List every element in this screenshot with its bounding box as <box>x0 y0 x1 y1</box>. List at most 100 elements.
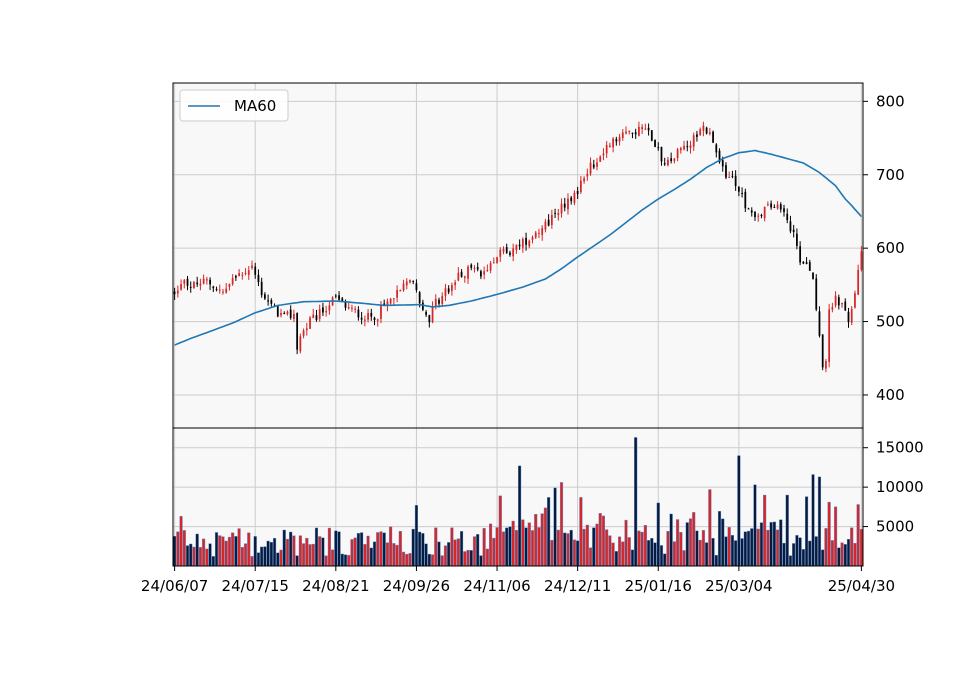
volume-bar <box>563 532 567 567</box>
volume-bar <box>437 541 441 567</box>
candle-body <box>176 290 179 294</box>
candle-body <box>415 283 418 291</box>
price-tick-label: 800 <box>876 92 905 110</box>
candle-body <box>322 307 324 313</box>
candle-body <box>741 192 743 194</box>
volume-bar <box>705 542 709 567</box>
candle-body <box>502 248 505 252</box>
candle-body <box>621 132 624 138</box>
candle-body <box>421 302 424 310</box>
volume-bar <box>350 539 354 567</box>
candle-body <box>486 270 489 272</box>
volume-bar <box>621 541 625 567</box>
candle-body <box>418 292 421 304</box>
volume-bar <box>759 522 763 567</box>
candle-body <box>705 127 708 134</box>
candle-body <box>805 262 808 265</box>
candle-body <box>386 301 389 306</box>
volume-bar <box>627 537 631 567</box>
volume-bar <box>727 527 731 567</box>
candle-body <box>638 126 640 136</box>
candle-body <box>234 275 237 278</box>
volume-bar <box>737 455 741 567</box>
volume-bar <box>221 536 225 567</box>
candle-body <box>228 283 231 287</box>
candle-body <box>225 288 228 293</box>
volume-bar <box>311 543 315 567</box>
volume-bar <box>414 505 418 567</box>
volume-bar <box>472 536 477 567</box>
candle-body <box>351 307 353 309</box>
candle-body <box>708 132 711 134</box>
candle-body <box>473 267 476 269</box>
volume-bar <box>666 531 670 567</box>
legend-label: MA60 <box>234 97 276 115</box>
volume-bar <box>360 532 364 567</box>
volume-bar <box>431 554 435 567</box>
volume-bar <box>840 542 844 567</box>
volume-bar <box>195 533 199 567</box>
candle-body <box>592 164 595 168</box>
volume-bar <box>582 528 586 567</box>
price-tick-label: 600 <box>876 239 905 257</box>
candle-body <box>747 208 750 210</box>
candle-body <box>618 136 621 142</box>
volume-bar <box>482 528 486 567</box>
volume-bar <box>814 536 818 567</box>
volume-bar <box>788 555 793 567</box>
volume-bar <box>173 535 177 567</box>
candle-body <box>492 262 495 264</box>
candle-body <box>270 300 273 304</box>
volume-bar <box>260 546 264 567</box>
candle-body <box>241 274 244 276</box>
volume-bar <box>553 487 557 567</box>
candle-body <box>802 261 805 264</box>
volume-bar <box>676 519 680 567</box>
candle-body <box>525 237 527 245</box>
volume-bar <box>463 551 467 567</box>
candle-body <box>770 203 772 208</box>
volume-tick-label: 5000 <box>876 518 914 536</box>
candle-body <box>302 330 305 336</box>
candle-body <box>538 232 540 234</box>
ma60-line-group <box>174 149 863 346</box>
candle-body <box>467 266 469 279</box>
candle-body <box>280 312 282 316</box>
volume-bar <box>611 542 615 567</box>
volume-bar <box>405 553 409 567</box>
candle-body <box>702 125 705 131</box>
volume-bar <box>369 547 373 567</box>
volume-bar <box>724 536 728 567</box>
candle-body <box>831 307 834 310</box>
volume-bar <box>740 538 744 567</box>
volume-bar <box>756 528 760 567</box>
candle-body <box>541 228 544 235</box>
volume-bar <box>411 528 415 567</box>
candle-body <box>596 162 598 167</box>
candle-body <box>438 299 440 304</box>
volume-bar <box>746 530 751 567</box>
volume-bar <box>376 532 380 567</box>
volume-bar <box>247 532 251 567</box>
volume-bar <box>643 525 647 567</box>
volume-bar <box>240 547 244 567</box>
candle-body <box>654 139 656 147</box>
volume-bar <box>556 529 560 567</box>
volume-bar <box>537 527 541 567</box>
volume-bar <box>795 535 799 567</box>
volume-bar <box>340 553 344 567</box>
x-tick-label: 24/12/11 <box>544 577 611 595</box>
volume-bar <box>608 535 612 567</box>
volume-bar <box>418 531 422 567</box>
volume-bar <box>527 522 531 567</box>
volume-bar <box>817 476 822 567</box>
candle-body <box>509 252 511 255</box>
candle-body <box>686 146 689 148</box>
volume-bar <box>701 530 705 567</box>
x-tick-label: 25/03/04 <box>705 577 772 595</box>
candle-body <box>834 295 837 306</box>
volume-bar <box>450 527 454 567</box>
candle-body <box>779 204 782 210</box>
volume-bar <box>318 536 322 567</box>
